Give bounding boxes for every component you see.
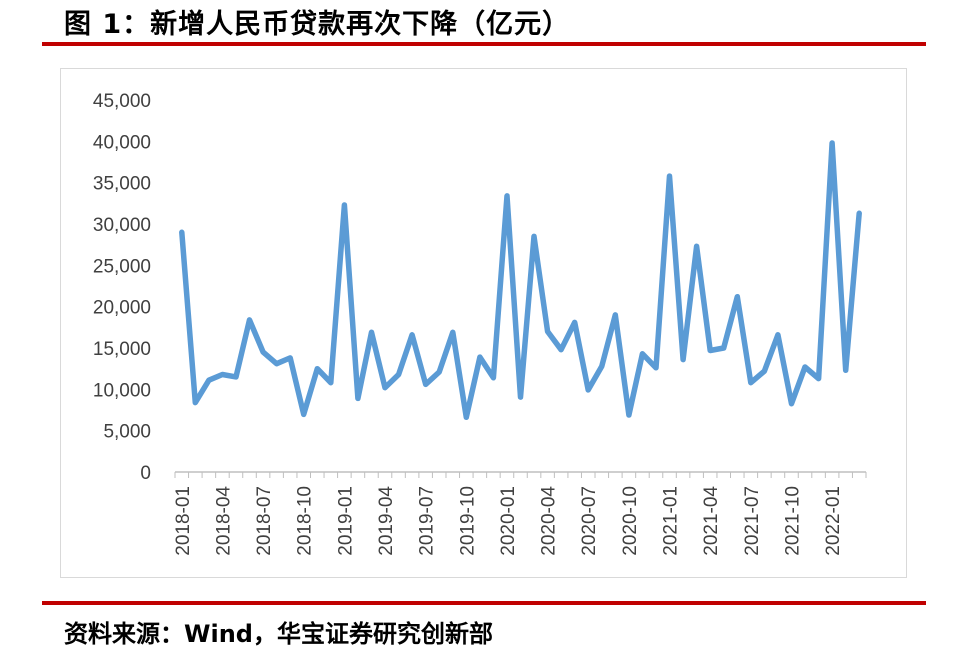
- x-axis-ticks: [174, 472, 867, 478]
- x-tick-label: 2021-10: [782, 486, 803, 556]
- source-note: 资料来源：Wind，华宝证券研究创新部: [64, 620, 493, 648]
- chart-frame: [60, 68, 907, 578]
- x-tick-label: 2021-04: [701, 486, 722, 556]
- x-tick-label: 2022-01: [823, 486, 844, 556]
- x-tick-label: 2020-10: [620, 486, 641, 556]
- x-tick-label: 2019-07: [417, 486, 438, 556]
- x-tick-label: 2019-01: [335, 486, 356, 556]
- x-tick-label: 2020-04: [539, 486, 560, 556]
- series-line: [179, 140, 862, 421]
- y-tick-label: 5,000: [103, 422, 151, 443]
- y-tick-label: 45,000: [93, 91, 151, 112]
- y-tick-label: 35,000: [93, 174, 151, 195]
- x-tick-label: 2021-07: [742, 486, 763, 556]
- x-axis-tick-labels: 2018-01 2018-04 2018-07 2018-10 2019-01 2019-…: [173, 486, 844, 556]
- y-tick-label: 15,000: [93, 339, 151, 360]
- figure-title: 图 1：新增人民币贷款再次下降（亿元）: [64, 9, 571, 40]
- y-tick-label: 20,000: [93, 298, 151, 319]
- y-tick-label: 25,000: [93, 256, 151, 277]
- y-tick-label: 10,000: [93, 380, 151, 401]
- y-axis-tick-labels: 0 5,000 10,000 15,000 20,000 25,000 30,000 35,0…: [93, 91, 151, 484]
- x-tick-label: 2020-01: [498, 486, 519, 556]
- y-tick-label: 0: [140, 463, 151, 484]
- bottom-red-rule: [42, 601, 926, 605]
- x-tick-label: 2018-04: [213, 486, 234, 556]
- x-tick-label: 2018-07: [254, 486, 275, 556]
- x-tick-label: 2019-04: [376, 486, 397, 556]
- y-tick-label: 30,000: [93, 215, 151, 236]
- y-tick-label: 40,000: [93, 132, 151, 153]
- x-tick-label: 2020-07: [579, 486, 600, 556]
- x-tick-label: 2021-01: [661, 486, 682, 556]
- x-tick-label: 2019-10: [457, 486, 478, 556]
- top-red-rule: [42, 42, 926, 46]
- x-tick-label: 2018-01: [173, 486, 194, 556]
- x-tick-label: 2018-10: [295, 486, 316, 556]
